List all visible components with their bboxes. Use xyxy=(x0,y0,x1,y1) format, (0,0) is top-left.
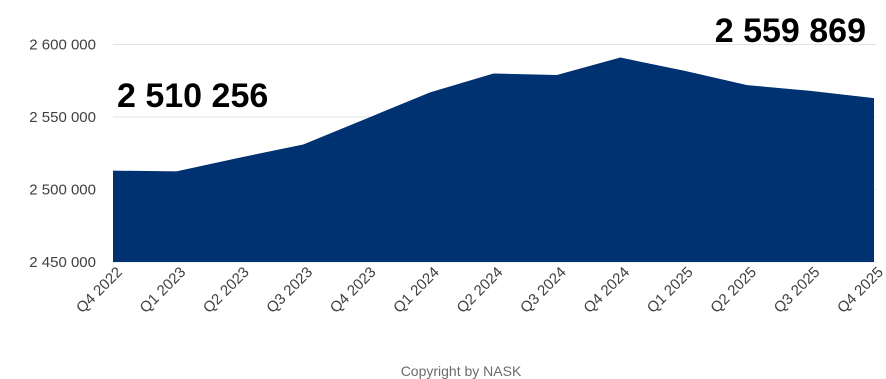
copyright-notice: Copyright by NASK xyxy=(401,363,522,379)
y-tick-label: 2 600 000 xyxy=(29,37,96,54)
x-tick-label: Q4 2022 xyxy=(73,264,126,317)
x-tick-label: Q1 2025 xyxy=(644,264,697,317)
x-tick-label: Q3 2024 xyxy=(517,264,570,317)
x-tick-label: Q3 2023 xyxy=(263,264,316,317)
x-tick-label: Q3 2025 xyxy=(771,264,824,317)
x-tick-label: Q4 2024 xyxy=(580,264,633,317)
x-axis-tick-labels: Q4 2022 Q1 2023 Q2 2023 Q3 2023 Q4 2023 Q1 20… xyxy=(73,264,886,317)
x-tick-label: Q1 2024 xyxy=(390,264,443,317)
x-tick-label: Q2 2024 xyxy=(454,264,507,317)
x-tick-label: Q4 2023 xyxy=(327,264,380,317)
y-tick-label: 2 550 000 xyxy=(29,109,96,126)
area-fill xyxy=(113,57,874,262)
x-tick-label: Q2 2023 xyxy=(200,264,253,317)
x-tick-label: Q1 2023 xyxy=(137,264,190,317)
y-axis-tick-labels: 2 450 000 2 500 000 2 550 000 2 600 000 xyxy=(29,37,96,272)
end-value-callout: 2 559 869 xyxy=(715,12,866,50)
area-series xyxy=(113,57,874,262)
x-tick-label: Q4 2025 xyxy=(834,264,886,317)
start-value-callout: 2 510 256 xyxy=(117,77,268,115)
y-tick-label: 2 450 000 xyxy=(29,254,96,271)
y-tick-label: 2 500 000 xyxy=(29,182,96,199)
x-tick-label: Q2 2025 xyxy=(707,264,760,317)
